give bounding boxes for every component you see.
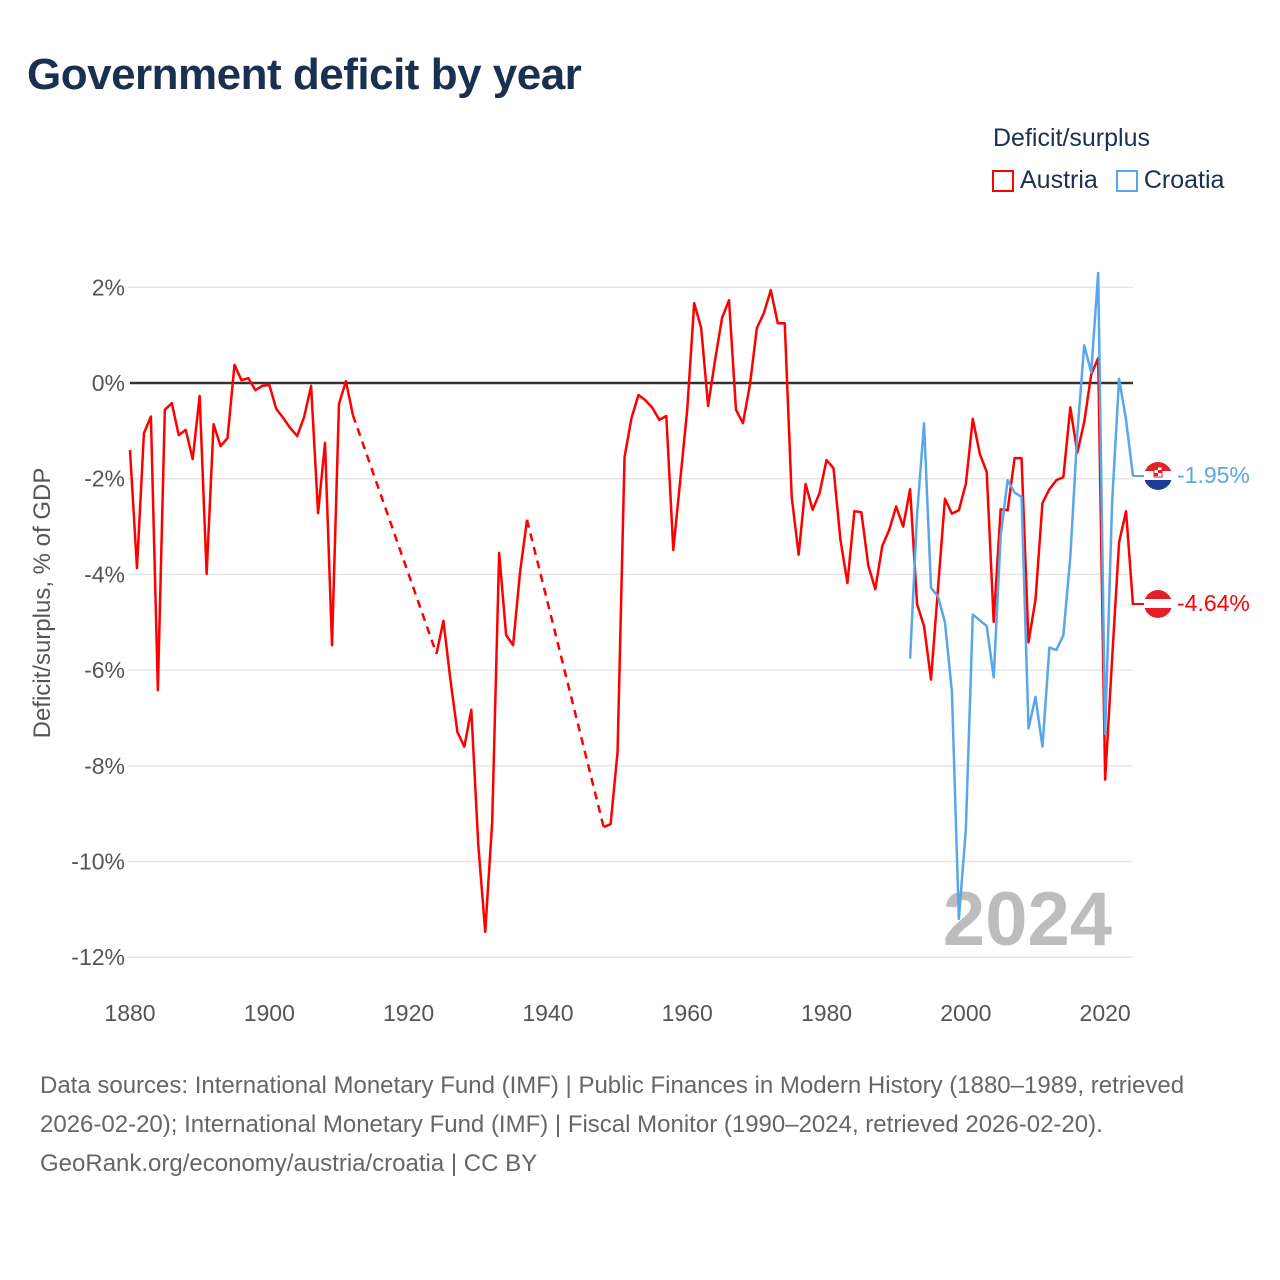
end-label-austria: -4.64% [1177, 590, 1250, 616]
y-tick-label: -6% [84, 657, 125, 683]
series-croatia [908, 271, 1135, 921]
y-tick-label: -12% [71, 944, 125, 970]
end-label-croatia: -1.95% [1177, 462, 1250, 488]
legend-item-austria[interactable]: Austria [992, 166, 1098, 195]
croatia-flag-icon [1144, 462, 1172, 490]
austria-flag-icon [1144, 590, 1172, 618]
series-line-segment [435, 519, 529, 934]
series-line-segment [128, 363, 355, 692]
series-line-segment [908, 271, 1135, 921]
x-tick-label: 1880 [104, 1000, 155, 1026]
y-tick-label: 0% [92, 370, 125, 396]
x-tick-label: 1900 [244, 1000, 295, 1026]
end-marker-croatia: -1.95% [1133, 462, 1250, 490]
x-tick-label: 2020 [1080, 1000, 1131, 1026]
series-line-segment [603, 288, 1135, 829]
x-tick-label: 1980 [801, 1000, 852, 1026]
footer: Data sources: International Monetary Fun… [40, 1066, 1240, 1183]
chart-title: Government deficit by year [27, 50, 582, 99]
series-austria [128, 288, 1135, 934]
x-tick-label: 1940 [522, 1000, 573, 1026]
legend-label-austria: Austria [1020, 166, 1098, 194]
y-axis-label: Deficit/surplus, % of GDP [29, 468, 56, 739]
y-tick-labels: 2% 0% -2% -4% -6% -8% -10% -12% [71, 274, 125, 970]
series-gap-segment [351, 414, 438, 655]
data-sources: Data sources: International Monetary Fun… [40, 1072, 1185, 1138]
y-tick-label: -2% [84, 466, 125, 492]
legend-swatch-croatia [1115, 169, 1138, 192]
legend-swatch-austria [992, 169, 1014, 192]
legend-title: Deficit/surplus [993, 124, 1150, 152]
watermark-year: 2024 [943, 877, 1112, 962]
y-tick-label: -4% [84, 561, 125, 587]
y-tick-label: -10% [71, 849, 125, 875]
x-tick-label: 1960 [662, 1000, 713, 1026]
x-tick-label: 1920 [383, 1000, 434, 1026]
legend: Austria Croatia [992, 166, 1224, 195]
y-tick-label: 2% [92, 274, 125, 300]
series-lines [128, 271, 1135, 934]
legend-label-croatia: Croatia [1143, 166, 1225, 194]
series-gap-segment [525, 519, 605, 828]
end-marker-austria: -4.64% [1133, 590, 1250, 618]
credit-link[interactable]: GeoRank.org/economy/austria/croatia | CC… [40, 1150, 538, 1177]
x-tick-label: 2000 [940, 1000, 991, 1026]
legend-item-croatia[interactable]: Croatia [1115, 166, 1225, 195]
y-tick-label: -8% [84, 753, 125, 779]
x-tick-labels: 1880 1900 1920 1940 1960 1980 2000 2020 [104, 1000, 1130, 1026]
